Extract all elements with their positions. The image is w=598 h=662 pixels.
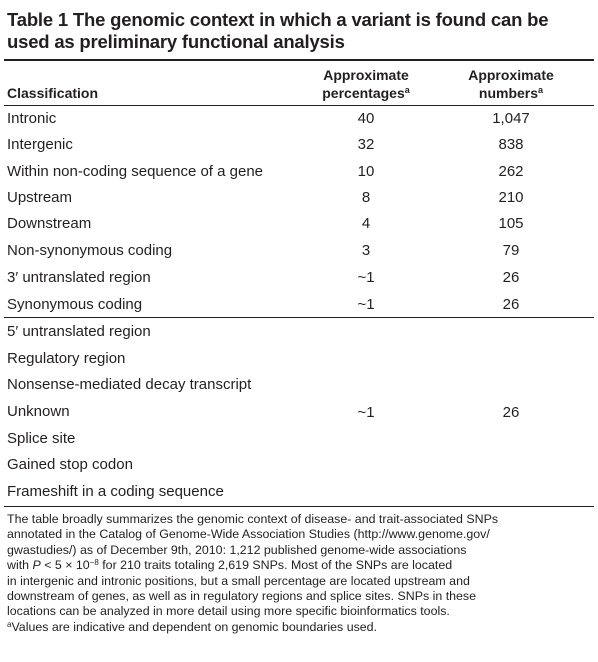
group-row: Frameshift in a coding sequence — [0, 479, 598, 505]
header-numbers-line-2: numbersa — [440, 84, 582, 102]
group-row: Unknown — [0, 399, 598, 425]
row-number: 26 — [502, 269, 520, 286]
row-number: 262 — [498, 163, 524, 180]
row-number: 26 — [502, 296, 520, 313]
row-number: 79 — [502, 242, 520, 259]
header-numbers-footnote-mark: a — [538, 85, 544, 95]
top-rule — [4, 59, 594, 61]
row-classification: Within non-coding sequence of a gene — [7, 163, 264, 180]
row-classification: Non-synonymous coding — [7, 242, 173, 259]
group-divider — [4, 317, 594, 318]
footnote-text: < 5 × 10 — [40, 558, 90, 573]
table-row: Synonymous coding ~1 26 — [0, 292, 598, 318]
footnote-note-text: Values are indicative and dependent on g… — [11, 619, 378, 634]
bottom-rule — [4, 506, 594, 507]
table-row: Upstream 8 210 — [0, 185, 598, 211]
row-percentage: 10 — [357, 163, 375, 180]
group-percentage: ~1 — [357, 404, 375, 421]
table-row: Within non-coding sequence of a gene 10 … — [0, 159, 598, 185]
header-numbers: Approximate numbersa — [440, 66, 582, 102]
row-number: 210 — [498, 189, 524, 206]
group-row: Nonsense-mediated decay transcript — [0, 372, 598, 398]
row-classification: Synonymous coding — [7, 296, 143, 313]
group-row-classification: Frameshift in a coding sequence — [7, 483, 224, 500]
row-percentage: 3 — [361, 242, 371, 259]
header-numbers-line-1: Approximate — [468, 67, 554, 83]
footnote-note: aValues are indicative and dependent on … — [7, 620, 592, 635]
row-percentage: 32 — [357, 136, 375, 153]
header-percentages-footnote-mark: a — [404, 85, 410, 95]
footnote-line: gwastudies/) as of December 9th, 2010: 1… — [7, 542, 467, 557]
group-row-classification: Gained stop codon — [7, 456, 133, 473]
footnote-line: with P < 5 × 10−8 for 210 traits totalin… — [7, 558, 592, 573]
row-percentage: 40 — [357, 110, 375, 127]
table-row: Intergenic 32 838 — [0, 132, 598, 158]
group-row-classification: Regulatory region — [7, 350, 126, 367]
group-row-classification: Unknown — [7, 403, 70, 420]
group-row-classification: Splice site — [7, 430, 76, 447]
row-classification: Intronic — [7, 110, 57, 127]
header-rule — [4, 105, 594, 106]
row-number: 1,047 — [492, 110, 530, 127]
footnote-line: in intergenic and intronic positions, bu… — [7, 573, 470, 588]
header-numbers-label: numbers — [478, 85, 539, 101]
row-number: 105 — [498, 215, 524, 232]
table-footnote: The table broadly summarizes the genomic… — [7, 512, 592, 635]
table-title-line-2: used as preliminary functional analysis — [7, 31, 345, 52]
table-row: Intronic 40 1,047 — [0, 106, 598, 132]
p-value-symbol: P — [32, 558, 41, 573]
group-row: Splice site — [0, 426, 598, 452]
group-row: Gained stop codon — [0, 452, 598, 478]
header-classification: Classification — [7, 85, 99, 101]
group-row: Regulatory region — [0, 346, 598, 372]
table-row: Downstream 4 105 — [0, 211, 598, 237]
row-classification: Downstream — [7, 215, 92, 232]
row-percentage: 4 — [361, 215, 371, 232]
footnote-line: downstream of genes, as well as in regul… — [7, 589, 477, 604]
group-number: 26 — [502, 404, 520, 421]
footnote-text: with — [7, 558, 33, 573]
footnote-line: locations can be analyzed in more detail… — [7, 604, 450, 619]
header-percentages: Approximate percentagesa — [296, 66, 436, 102]
row-percentage: 8 — [361, 189, 371, 206]
header-percentages-label: percentages — [322, 85, 405, 101]
header-percentages-line-1: Approximate — [323, 67, 409, 83]
group-row-classification: Nonsense-mediated decay transcript — [7, 376, 252, 393]
row-classification: 3′ untranslated region — [7, 269, 151, 286]
row-percentage: ~1 — [357, 269, 375, 286]
header-percentages-line-2: percentagesa — [296, 84, 436, 102]
group-row: 5′ untranslated region — [0, 319, 598, 345]
table-title-line-1: Table 1 The genomic context in which a v… — [7, 9, 549, 30]
table-title: Table 1 The genomic context in which a v… — [7, 9, 592, 53]
footnote-text: for 210 traits totaling 2,619 SNPs. Most… — [98, 558, 453, 573]
table-row: Non-synonymous coding 3 79 — [0, 238, 598, 264]
footnote-line: The table broadly summarizes the genomic… — [7, 512, 499, 526]
row-number: 838 — [498, 136, 524, 153]
footnote-line: annotated in the Catalog of Genome-Wide … — [7, 527, 490, 542]
exponent: −8 — [89, 558, 99, 568]
table-row: 3′ untranslated region ~1 26 — [0, 265, 598, 291]
row-classification: Upstream — [7, 189, 73, 206]
row-classification: Intergenic — [7, 136, 73, 153]
group-row-classification: 5′ untranslated region — [7, 323, 151, 340]
row-percentage: ~1 — [357, 296, 375, 313]
footnote-mark: a — [7, 619, 12, 629]
